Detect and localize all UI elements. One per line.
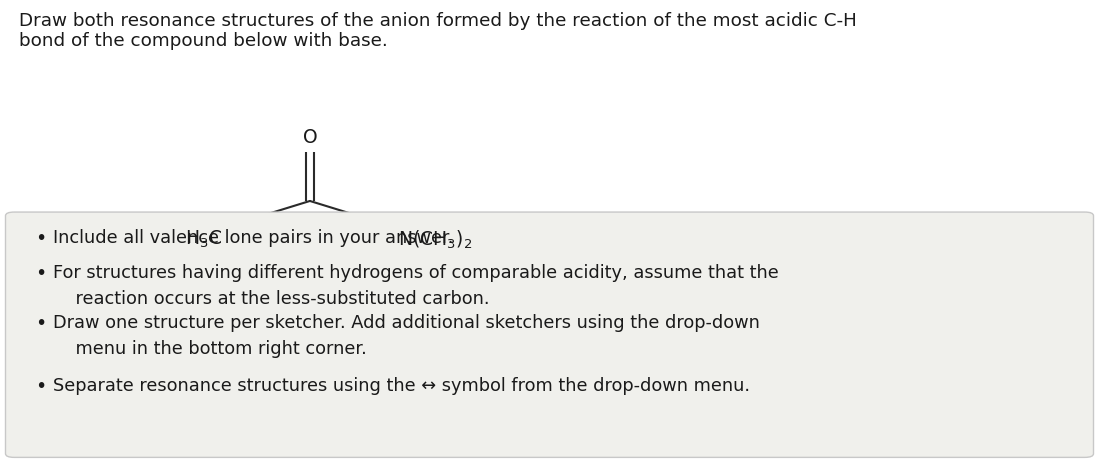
Text: bond of the compound below with base.: bond of the compound below with base. bbox=[19, 32, 388, 50]
Text: Draw both resonance structures of the anion formed by the reaction of the most a: Draw both resonance structures of the an… bbox=[19, 12, 856, 30]
Text: Separate resonance structures using the ↔ symbol from the drop-down menu.: Separate resonance structures using the … bbox=[53, 377, 750, 395]
Text: Include all valence lone pairs in your answer.: Include all valence lone pairs in your a… bbox=[53, 229, 453, 247]
Text: For structures having different hydrogens of comparable acidity, assume that the: For structures having different hydrogen… bbox=[53, 264, 778, 308]
Text: O: O bbox=[302, 128, 318, 147]
Text: •: • bbox=[35, 264, 46, 283]
FancyBboxPatch shape bbox=[5, 212, 1094, 457]
Text: •: • bbox=[35, 229, 46, 248]
Text: •: • bbox=[35, 314, 46, 333]
Text: H$_3$C: H$_3$C bbox=[185, 229, 222, 250]
Text: Draw one structure per sketcher. Add additional sketchers using the drop-down
  : Draw one structure per sketcher. Add add… bbox=[53, 314, 759, 358]
Text: •: • bbox=[35, 377, 46, 395]
Text: N(CH$_3$)$_2$: N(CH$_3$)$_2$ bbox=[398, 229, 473, 251]
